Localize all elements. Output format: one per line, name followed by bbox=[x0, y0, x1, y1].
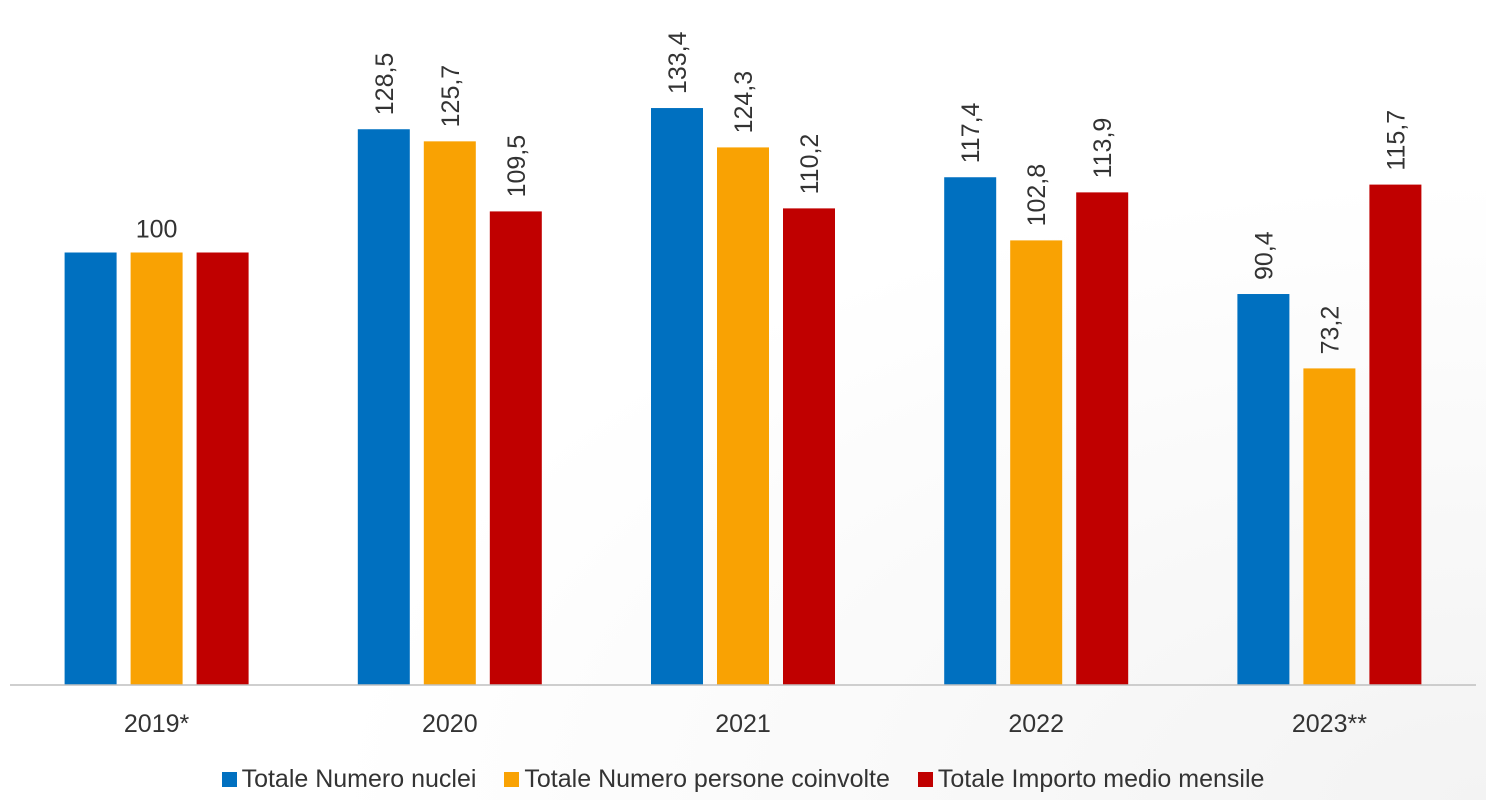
legend-item-nuclei: Totale Numero nuclei bbox=[221, 764, 477, 794]
bar bbox=[130, 252, 183, 685]
bar bbox=[357, 129, 410, 686]
bar bbox=[489, 211, 542, 685]
bar bbox=[1369, 184, 1422, 685]
data-label: 125,7 bbox=[437, 65, 465, 128]
data-label: 73,2 bbox=[1316, 306, 1344, 355]
data-label: 90,4 bbox=[1250, 231, 1278, 280]
data-label: 117,4 bbox=[957, 102, 985, 163]
category-label: 2019* bbox=[124, 710, 190, 738]
bar bbox=[64, 252, 117, 685]
legend-swatch bbox=[221, 771, 237, 787]
data-label: 100 bbox=[136, 216, 178, 244]
category-label: 2021 bbox=[715, 710, 771, 738]
category-label: 2022 bbox=[1008, 710, 1064, 738]
legend-label: Totale Numero persone coinvolte bbox=[524, 764, 890, 793]
legend: Totale Numero nuclei Totale Numero perso… bbox=[0, 762, 1486, 796]
bars-layer bbox=[64, 108, 1422, 686]
bar bbox=[651, 108, 703, 686]
bar bbox=[1076, 192, 1129, 685]
bar bbox=[717, 147, 769, 686]
data-label: 102,8 bbox=[1023, 164, 1051, 227]
bar bbox=[783, 208, 835, 685]
legend-item-persone: Totale Numero persone coinvolte bbox=[504, 764, 890, 794]
legend-swatch bbox=[917, 771, 933, 787]
category-labels-layer: 2019* 2020 2021 2022 2023** bbox=[124, 710, 1367, 738]
bar bbox=[944, 177, 997, 685]
value-labels-layer: 100 128,5 125,7 109,5 133,4 124,3 110,2 117,4 10… bbox=[136, 31, 1411, 354]
data-label: 115,7 bbox=[1382, 110, 1410, 171]
data-label: 124,3 bbox=[730, 71, 758, 134]
legend-swatch bbox=[504, 771, 520, 787]
legend-item-importo: Totale Importo medio mensile bbox=[917, 764, 1265, 794]
bar bbox=[1237, 294, 1290, 685]
legend-label: Totale Importo medio mensile bbox=[937, 764, 1265, 793]
data-label: 128,5 bbox=[371, 53, 399, 116]
bar bbox=[1010, 240, 1063, 685]
data-label: 133,4 bbox=[664, 31, 692, 94]
bar bbox=[423, 141, 476, 685]
legend-label: Totale Numero nuclei bbox=[241, 764, 477, 793]
data-label: 109,5 bbox=[503, 135, 531, 198]
category-label: 2023** bbox=[1292, 710, 1367, 738]
bar bbox=[1303, 368, 1356, 685]
bar bbox=[196, 252, 249, 685]
data-label: 110,2 bbox=[796, 134, 824, 195]
data-label: 113,9 bbox=[1089, 118, 1117, 179]
category-label: 2020 bbox=[422, 710, 478, 738]
